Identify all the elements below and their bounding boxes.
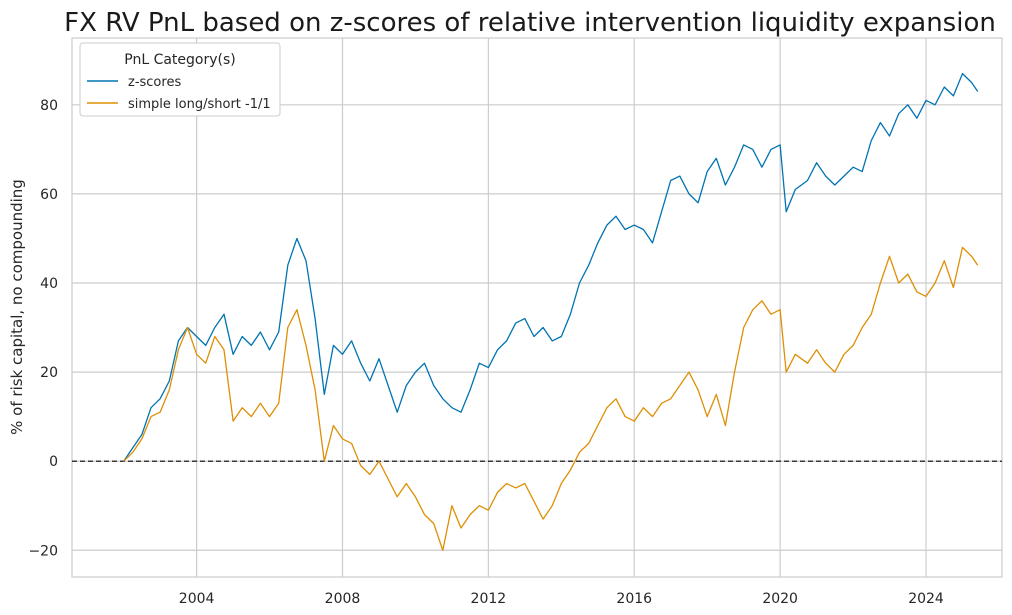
legend-label-z-scores: z-scores	[128, 75, 181, 90]
x-tick-label: 2016	[616, 591, 652, 607]
series-line-z-scores	[123, 72, 979, 462]
x-tick-label: 2012	[471, 591, 507, 607]
y-tick-label: −20	[28, 543, 58, 559]
legend-label-simple-long-short: simple long/short -1/1	[128, 97, 271, 112]
legend-box	[79, 42, 281, 117]
y-tick-label: 40	[40, 276, 58, 292]
legend: PnL Category(s) z-scores simple long/sho…	[79, 42, 281, 117]
plot-area	[71, 37, 1003, 578]
x-tick-label: 2008	[325, 591, 361, 607]
chart-title: FX RV PnL based on z-scores of relative …	[64, 8, 996, 38]
y-tick-labels: −20 0 20 40 60 80	[28, 98, 58, 559]
y-axis-label: % of risk capital, no compounding	[8, 179, 26, 435]
x-tick-label: 2024	[908, 591, 944, 607]
y-tick-label: 20	[40, 365, 58, 381]
y-tick-label: 60	[40, 187, 58, 203]
series-group	[123, 72, 979, 551]
x-tick-label: 2004	[179, 591, 215, 607]
series-line-simple-long-short	[123, 246, 979, 551]
legend-title: PnL Category(s)	[124, 52, 236, 68]
y-tick-label: 80	[40, 98, 58, 114]
x-tick-labels: 2004 2008 2012 2016 2020 2024	[179, 591, 944, 607]
y-tick-label: 0	[49, 454, 58, 470]
x-tick-label: 2020	[762, 591, 798, 607]
